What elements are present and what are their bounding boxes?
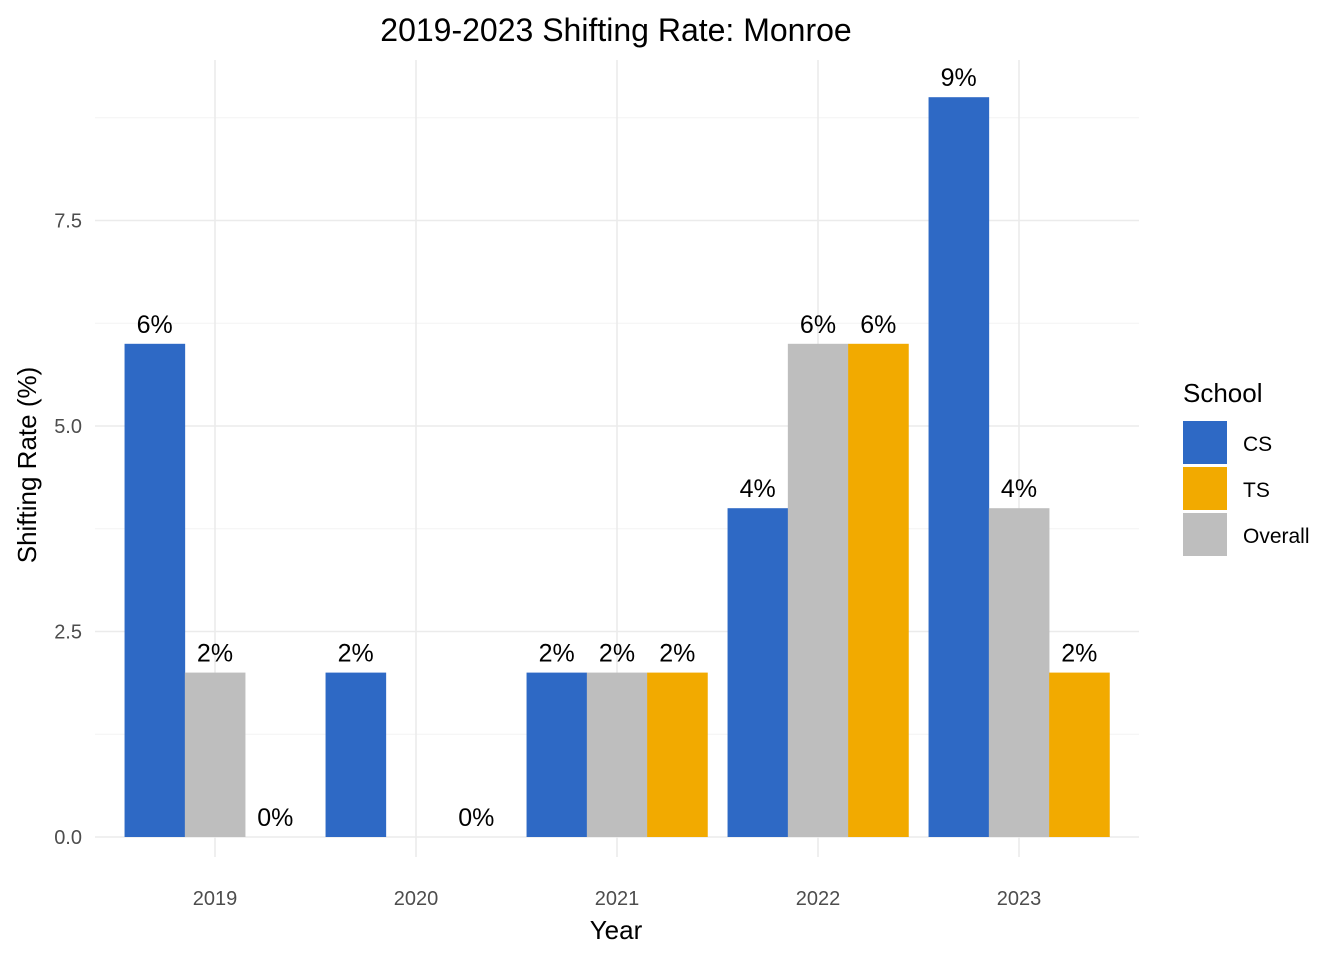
- y-tick-label: 7.5: [54, 211, 82, 233]
- bar-ts-2021: [647, 672, 708, 837]
- legend-label-overall: Overall: [1243, 525, 1310, 548]
- bar-cs-2023: [928, 97, 990, 837]
- data-label-overall-2019: 2%: [197, 640, 233, 668]
- x-tick-label: 2019: [193, 888, 238, 910]
- bars: [124, 97, 1110, 837]
- data-label-cs-2023: 9%: [941, 64, 977, 92]
- data-label-ts-2021: 2%: [659, 640, 695, 668]
- bar-cs-2022: [727, 508, 789, 837]
- data-label-overall-2022: 6%: [800, 311, 836, 339]
- x-tick-label: 2022: [796, 888, 841, 910]
- legend: School CS TS Overall: [1183, 378, 1310, 556]
- legend-label-ts: TS: [1243, 479, 1270, 502]
- x-tick-label: 2021: [595, 888, 640, 910]
- legend-key-overall: [1183, 513, 1227, 556]
- legend-items: CS TS Overall: [1183, 421, 1310, 556]
- legend-key-ts: [1183, 467, 1227, 510]
- data-label-cs-2021: 2%: [539, 640, 575, 668]
- legend-title: School: [1183, 378, 1263, 408]
- bar-ts-2022: [848, 343, 909, 837]
- bar-ts-2023: [1049, 672, 1110, 837]
- y-tick-label: 2.5: [54, 622, 82, 644]
- x-axis-ticks: 2019 2020 2021 2022 2023: [193, 888, 1042, 910]
- data-label-cs-2019: 6%: [137, 311, 173, 339]
- y-tick-label: 0.0: [54, 827, 82, 849]
- data-label-ts-2020: 0%: [458, 804, 494, 832]
- bar-overall-2022: [787, 343, 849, 837]
- bar-cs-2020: [325, 672, 387, 837]
- x-tick-label: 2023: [997, 888, 1042, 910]
- data-label-cs-2020: 2%: [338, 640, 374, 668]
- data-label-cs-2022: 4%: [740, 475, 776, 503]
- bar-overall-2021: [586, 672, 648, 837]
- x-tick-label: 2020: [394, 888, 439, 910]
- bar-overall-2019: [184, 672, 246, 837]
- data-label-ts-2022: 6%: [860, 311, 896, 339]
- legend-label-cs: CS: [1243, 433, 1272, 456]
- y-tick-label: 5.0: [54, 416, 82, 438]
- legend-key-cs: [1183, 421, 1227, 464]
- bar-labels: 6% 2% 0% 2% 0% 2% 2% 2% 4% 6% 6% 9% 4% 2%: [137, 64, 1098, 832]
- bar-overall-2023: [988, 508, 1050, 837]
- data-label-overall-2023: 4%: [1001, 475, 1037, 503]
- data-label-ts-2023: 2%: [1061, 640, 1097, 668]
- bar-cs-2019: [124, 343, 186, 837]
- data-label-ts-2019: 0%: [257, 804, 293, 832]
- bar-cs-2021: [526, 672, 588, 837]
- y-axis-ticks: 0.0 2.5 5.0 7.5: [54, 211, 82, 850]
- data-label-overall-2021: 2%: [599, 640, 635, 668]
- y-axis-title: Shifting Rate (%): [12, 367, 42, 564]
- x-axis-title: Year: [590, 915, 643, 945]
- chart-title: 2019-2023 Shifting Rate: Monroe: [380, 12, 851, 48]
